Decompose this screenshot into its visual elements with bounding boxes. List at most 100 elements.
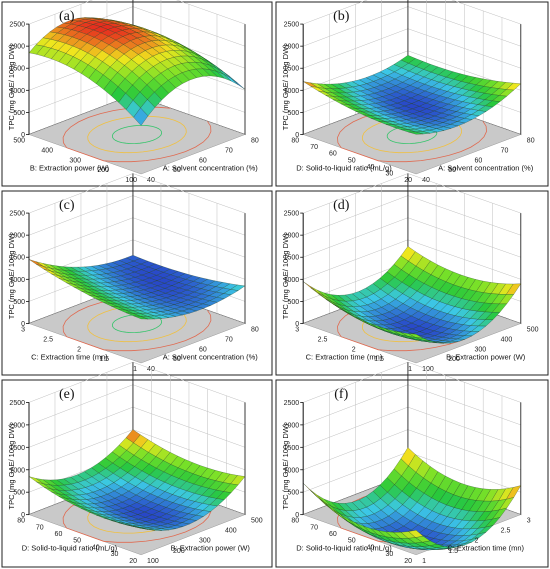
z-tick-label: 2500 <box>9 400 25 407</box>
z-tick-label: 1000 <box>9 277 25 284</box>
y-tick-label: 400 <box>41 147 53 154</box>
x-tick-label: 500 <box>527 326 539 333</box>
z-tick-label: 1500 <box>284 445 300 452</box>
response-surface <box>28 17 246 126</box>
y-tick-label: 200 <box>97 167 109 174</box>
z-axis-label: TPC (mg GAE/ 100g DW) <box>7 233 16 319</box>
surface-cell <box>408 333 424 339</box>
response-surface <box>28 255 246 320</box>
panel-frame <box>275 1 549 187</box>
x-tick-label: 50 <box>173 167 181 174</box>
x-tick-label: 200 <box>173 548 185 555</box>
panel-f: 0 500 1000 1500 2000 2500 TPC (mg GAE/ 100g DW… <box>275 361 549 568</box>
y-tick-label: 100 <box>125 177 137 184</box>
response-surface <box>303 246 522 344</box>
z-tick-label: 2000 <box>9 233 25 240</box>
surface-cell <box>133 107 149 126</box>
z-tick-label: 1500 <box>284 66 300 73</box>
x-tick-label: 60 <box>474 157 482 164</box>
y-tick-label: 30 <box>385 551 393 558</box>
z-tick-label: 500 <box>13 299 25 306</box>
y-tick-label: 40 <box>367 164 375 171</box>
panel-frame <box>1 379 273 568</box>
z-tick-label: 2000 <box>9 44 25 51</box>
y-tick-label: 2.5 <box>318 336 328 343</box>
y-axis-label: C: Extraction time (mn) <box>306 352 383 361</box>
x-tick-label: 200 <box>448 356 460 363</box>
response-surface <box>303 55 522 135</box>
z-tick-label: 500 <box>13 490 25 497</box>
z-tick-label: 1000 <box>284 277 300 284</box>
z-axis-label: TPC (mg GAE/ 100g DW) <box>281 44 290 130</box>
x-tick-label: 60 <box>199 346 207 353</box>
y-tick-label: 50 <box>348 538 356 545</box>
y-axis-label: D: Solid-to-liquid ratio (mL/g) <box>296 163 392 172</box>
x-tick-label: 60 <box>199 157 207 164</box>
y-axis-label: D: Solid-to-liquid ratio (mL/g) <box>296 544 392 553</box>
z-tick-label: 1000 <box>9 467 25 474</box>
panel-label: (d) <box>333 198 350 213</box>
surface-cell <box>408 530 424 538</box>
panel-label: (c) <box>59 198 75 213</box>
surface-cell <box>133 315 149 320</box>
y-tick-label: 1.5 <box>99 356 109 363</box>
x-axis-label: B: Extraction power (W) <box>171 544 251 553</box>
x-tick-label: 400 <box>501 336 513 343</box>
y-tick-label: 70 <box>310 524 318 531</box>
x-axis-label: A: Solvent concentration (%) <box>163 352 259 361</box>
x-tick-label: 400 <box>225 528 237 535</box>
z-axis-label: TPC (mg GAE/ 100g DW) <box>281 423 290 509</box>
x-tick-label: 40 <box>422 177 430 184</box>
surface-cell <box>223 74 239 85</box>
z-tick-label: 0 <box>295 512 299 519</box>
x-tick-label: 1 <box>422 558 426 565</box>
x-tick-label: 2 <box>474 538 478 545</box>
panel-frame <box>275 190 549 376</box>
z-gridline <box>28 0 246 25</box>
y-tick-label: 500 <box>13 137 25 144</box>
contour-line <box>111 125 163 145</box>
z-tick-label: 0 <box>21 512 25 519</box>
z-tick-label: 0 <box>21 132 25 139</box>
panel-label: (e) <box>59 387 75 402</box>
z-tick-label: 1500 <box>9 445 25 452</box>
y-tick-label: 2 <box>77 346 81 353</box>
y-tick-label: 60 <box>329 151 337 158</box>
x-tick-label: 40 <box>147 177 155 184</box>
z-tick-label: 1000 <box>284 88 300 95</box>
panel-frame <box>1 190 273 376</box>
z-gridline <box>303 173 521 214</box>
y-tick-label: 60 <box>329 531 337 538</box>
y-tick-label: 70 <box>310 144 318 151</box>
y-tick-label: 3 <box>295 326 299 333</box>
y-tick-label: 2.5 <box>43 336 53 343</box>
panel-label: (a) <box>59 9 75 24</box>
y-tick-label: 1.5 <box>374 356 384 363</box>
x-tick-label: 2.5 <box>501 528 511 535</box>
x-axis-label: B: Extraction power (W) <box>446 352 526 361</box>
z-gridline <box>28 173 246 214</box>
y-tick-label: 50 <box>348 157 356 164</box>
y-tick-label: 30 <box>385 170 393 177</box>
y-axis-label: D: Solid-to-liquid ratio (mL/g) <box>22 544 118 553</box>
panel-label: (b) <box>333 9 350 24</box>
z-tick-label: 1500 <box>9 255 25 262</box>
y-tick-label: 20 <box>129 558 137 565</box>
contour-line <box>62 106 212 163</box>
x-axis-label: C: Extraction time (mn) <box>447 544 524 553</box>
panel-label: (f) <box>334 387 348 402</box>
z-gridline <box>303 361 521 403</box>
z-tick-label: 0 <box>21 321 25 328</box>
x-tick-label: 40 <box>147 366 155 373</box>
y-tick-label: 80 <box>291 137 299 144</box>
z-tick-label: 1000 <box>9 88 25 95</box>
z-tick-label: 500 <box>288 299 300 306</box>
z-tick-label: 2500 <box>284 400 300 407</box>
x-tick-label: 500 <box>251 518 263 525</box>
y-tick-label: 2 <box>352 346 356 353</box>
panel-frame <box>1 1 273 187</box>
y-tick-label: 1 <box>408 366 412 373</box>
